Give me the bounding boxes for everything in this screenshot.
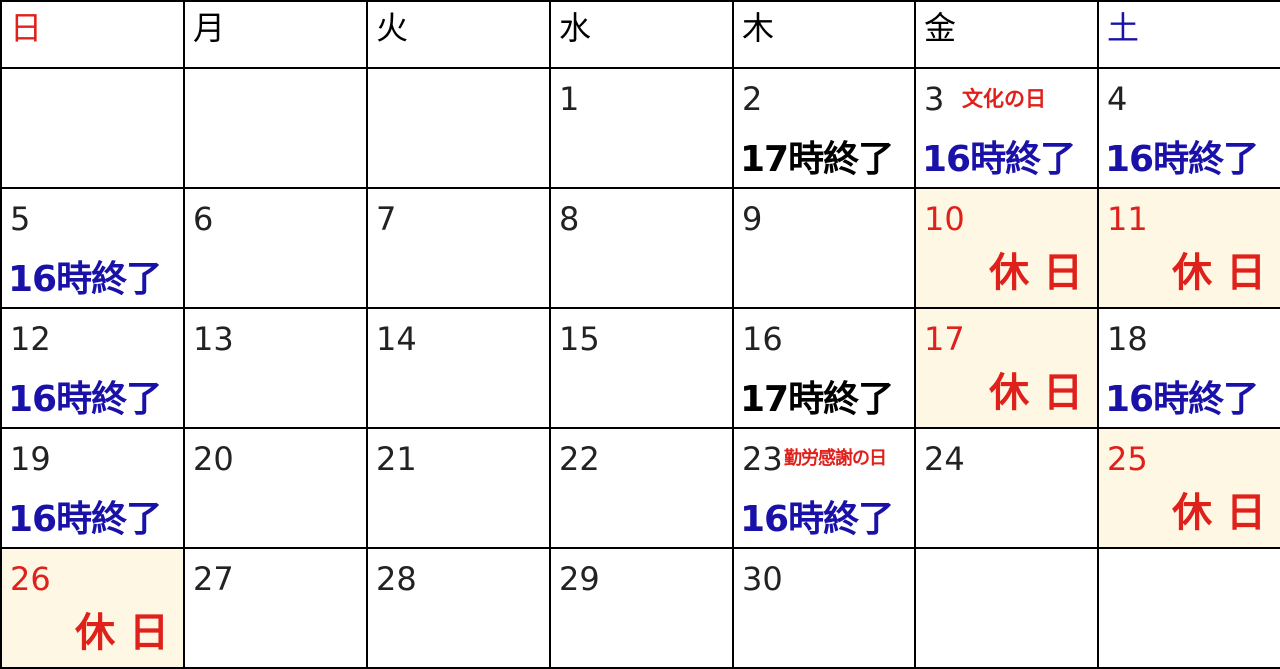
day-cell: 27: [183, 546, 368, 669]
week-row: 19 16時終了 20 21 22 23 勤労感謝の日 16時終了 24 25 …: [0, 426, 1280, 549]
day-cell: 12 16時終了: [0, 306, 185, 429]
day-cell: 14: [366, 306, 551, 429]
day-number: 23: [742, 439, 783, 478]
day-number: 17: [924, 319, 965, 358]
day-number: 8: [559, 199, 580, 238]
day-cell: 3 文化の日 16時終了: [914, 66, 1099, 189]
weekday-wed: 水: [549, 0, 734, 69]
day-cell-closed: 25 休 日: [1097, 426, 1280, 549]
day-number: 13: [193, 319, 234, 358]
closing-time-note: 16時終了: [8, 258, 162, 300]
day-cell-closed: 26 休 日: [0, 546, 185, 669]
day-cell-empty: [1097, 546, 1280, 669]
day-cell-closed: 17 休 日: [914, 306, 1099, 429]
day-cell: 7: [366, 186, 551, 309]
day-cell: 2 17時終了: [732, 66, 916, 189]
day-number: 12: [10, 319, 51, 358]
day-number: 10: [924, 199, 965, 238]
day-cell: 30: [732, 546, 916, 669]
day-cell: 1: [549, 66, 734, 189]
day-number: 18: [1107, 319, 1148, 358]
day-cell: 4 16時終了: [1097, 66, 1280, 189]
day-cell-empty: [183, 66, 368, 189]
closing-time-note: 16時終了: [8, 498, 162, 540]
day-number: 25: [1107, 439, 1148, 478]
weekday-header-row: 日 月 火 水 木 金 土: [0, 0, 1280, 69]
day-number: 9: [742, 199, 763, 238]
day-cell: 16 17時終了: [732, 306, 916, 429]
week-row: 1 2 17時終了 3 文化の日 16時終了 4 16時終了: [0, 66, 1280, 189]
day-number: 22: [559, 439, 600, 478]
weekday-mon: 月: [183, 0, 368, 69]
day-cell: 29: [549, 546, 734, 669]
day-number: 6: [193, 199, 214, 238]
closed-label: 休 日: [989, 369, 1083, 416]
day-number: 30: [742, 559, 783, 598]
day-cell: 15: [549, 306, 734, 429]
day-cell-empty: [366, 66, 551, 189]
closing-time-note: 16時終了: [1105, 138, 1259, 180]
day-number: 29: [559, 559, 600, 598]
closed-label: 休 日: [1172, 249, 1266, 296]
day-cell: 8: [549, 186, 734, 309]
day-cell: 20: [183, 426, 368, 549]
day-number: 5: [10, 199, 31, 238]
closing-time-note: 16時終了: [8, 378, 162, 420]
closed-label: 休 日: [1172, 489, 1266, 536]
day-cell: 23 勤労感謝の日 16時終了: [732, 426, 916, 549]
weekday-tue: 火: [366, 0, 551, 69]
day-number: 21: [376, 439, 417, 478]
day-cell-closed: 10 休 日: [914, 186, 1099, 309]
weekday-fri: 金: [914, 0, 1099, 69]
weekday-thu: 木: [732, 0, 916, 69]
day-cell: 13: [183, 306, 368, 429]
day-number: 20: [193, 439, 234, 478]
day-number: 27: [193, 559, 234, 598]
closing-time-note: 17時終了: [740, 378, 894, 420]
day-number: 7: [376, 199, 397, 238]
day-cell: 22: [549, 426, 734, 549]
day-cell: 28: [366, 546, 551, 669]
closing-time-note: 16時終了: [922, 138, 1076, 180]
day-cell-closed: 11 休 日: [1097, 186, 1280, 309]
closing-time-note: 16時終了: [1105, 378, 1259, 420]
day-number: 19: [10, 439, 51, 478]
day-cell-empty: [914, 546, 1099, 669]
day-number: 15: [559, 319, 600, 358]
day-number: 26: [10, 559, 51, 598]
day-cell: 6: [183, 186, 368, 309]
day-number: 14: [376, 319, 417, 358]
closing-time-note: 17時終了: [740, 138, 894, 180]
day-number: 2: [742, 79, 763, 118]
day-number: 11: [1107, 199, 1148, 238]
holiday-name: 文化の日: [962, 86, 1046, 111]
closed-label: 休 日: [989, 249, 1083, 296]
day-cell-empty: [0, 66, 185, 189]
closing-time-note: 16時終了: [740, 498, 894, 540]
day-number: 3: [924, 79, 945, 118]
day-cell: 24: [914, 426, 1099, 549]
week-row: 26 休 日 27 28 29 30: [0, 546, 1280, 669]
weekday-sun: 日: [0, 0, 185, 69]
day-number: 24: [924, 439, 965, 478]
day-number: 28: [376, 559, 417, 598]
day-number: 16: [742, 319, 783, 358]
day-cell: 19 16時終了: [0, 426, 185, 549]
week-row: 5 16時終了 6 7 8 9 10 休 日 11 休 日: [0, 186, 1280, 309]
day-number: 4: [1107, 79, 1128, 118]
holiday-name: 勤労感謝の日: [784, 447, 887, 469]
day-cell: 21: [366, 426, 551, 549]
day-cell: 9: [732, 186, 916, 309]
closed-label: 休 日: [75, 610, 169, 656]
week-row: 12 16時終了 13 14 15 16 17時終了 17 休 日 18 16時…: [0, 306, 1280, 429]
weekday-sat: 土: [1097, 0, 1280, 69]
day-number: 1: [559, 79, 580, 118]
day-cell: 18 16時終了: [1097, 306, 1280, 429]
day-cell: 5 16時終了: [0, 186, 185, 309]
